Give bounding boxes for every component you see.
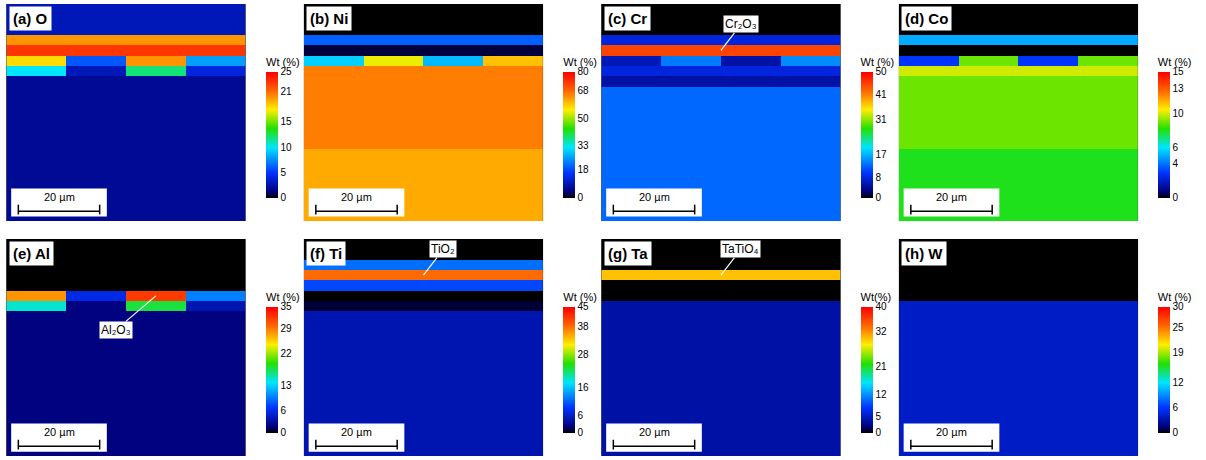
svg-text:0: 0 xyxy=(281,192,287,203)
svg-text:6: 6 xyxy=(281,405,287,416)
svg-text:50: 50 xyxy=(578,113,590,124)
svg-text:Wt (%): Wt (%) xyxy=(1158,291,1192,303)
svg-text:20 µm: 20 µm xyxy=(44,191,75,203)
svg-text:20 µm: 20 µm xyxy=(936,426,967,438)
svg-text:5: 5 xyxy=(876,411,882,422)
svg-text:80: 80 xyxy=(578,66,590,77)
svg-text:TaTiO₄: TaTiO₄ xyxy=(722,242,759,256)
svg-text:20 µm: 20 µm xyxy=(639,191,670,203)
svg-text:Wt (%): Wt (%) xyxy=(266,56,300,68)
svg-text:50: 50 xyxy=(876,66,888,77)
svg-text:12: 12 xyxy=(1173,377,1185,388)
svg-text:6: 6 xyxy=(1173,402,1179,413)
svg-text:Wt (%): Wt (%) xyxy=(563,291,597,303)
svg-text:Wt (%): Wt (%) xyxy=(266,291,300,303)
svg-text:0: 0 xyxy=(876,192,882,203)
svg-text:29: 29 xyxy=(281,323,293,334)
svg-text:15: 15 xyxy=(281,116,293,127)
svg-text:0: 0 xyxy=(1173,192,1179,203)
svg-text:25: 25 xyxy=(1173,322,1185,333)
svg-text:20 µm: 20 µm xyxy=(936,191,967,203)
svg-text:0: 0 xyxy=(1173,427,1179,438)
svg-text:6: 6 xyxy=(1173,142,1179,153)
svg-text:0: 0 xyxy=(876,427,882,438)
svg-text:31: 31 xyxy=(876,114,888,125)
svg-text:22: 22 xyxy=(281,348,293,359)
svg-text:20 µm: 20 µm xyxy=(639,426,670,438)
svg-text:12: 12 xyxy=(876,389,888,400)
svg-text:20 µm: 20 µm xyxy=(341,191,372,203)
svg-text:(c) Cr: (c) Cr xyxy=(608,10,647,27)
svg-text:15: 15 xyxy=(1173,66,1185,77)
svg-text:45: 45 xyxy=(578,301,590,312)
svg-text:16: 16 xyxy=(578,382,590,393)
svg-text:(e) Al: (e) Al xyxy=(13,245,50,262)
svg-text:0: 0 xyxy=(578,427,584,438)
svg-text:21: 21 xyxy=(876,361,888,372)
svg-text:30: 30 xyxy=(1173,301,1185,312)
svg-text:(f) Ti: (f) Ti xyxy=(310,245,342,262)
svg-text:13: 13 xyxy=(1173,83,1185,94)
svg-text:(d) Co: (d) Co xyxy=(905,10,948,27)
svg-text:(a) O: (a) O xyxy=(13,10,48,27)
svg-text:35: 35 xyxy=(281,301,293,312)
svg-text:25: 25 xyxy=(281,66,293,77)
svg-text:18: 18 xyxy=(578,164,590,175)
svg-text:Wt (%): Wt (%) xyxy=(563,56,597,68)
svg-text:13: 13 xyxy=(281,380,293,391)
svg-text:38: 38 xyxy=(578,321,590,332)
svg-text:68: 68 xyxy=(578,85,590,96)
svg-text:4: 4 xyxy=(1173,158,1179,169)
svg-text:(b) Ni: (b) Ni xyxy=(310,10,348,27)
svg-text:TiO₂: TiO₂ xyxy=(431,242,455,256)
svg-text:Wt(%): Wt(%) xyxy=(861,291,892,303)
svg-text:Wt (%): Wt (%) xyxy=(1158,56,1192,68)
svg-text:Cr₂O₃: Cr₂O₃ xyxy=(725,17,757,31)
svg-text:(h) W: (h) W xyxy=(905,245,943,262)
svg-text:40: 40 xyxy=(876,301,888,312)
svg-text:Al₂O₃: Al₂O₃ xyxy=(101,323,131,337)
svg-text:28: 28 xyxy=(578,349,590,360)
svg-text:32: 32 xyxy=(876,326,888,337)
svg-text:41: 41 xyxy=(876,89,888,100)
svg-text:Wt (%): Wt (%) xyxy=(861,56,895,68)
svg-text:19: 19 xyxy=(1173,347,1185,358)
svg-text:10: 10 xyxy=(281,142,293,153)
svg-text:6: 6 xyxy=(578,410,584,421)
svg-text:20 µm: 20 µm xyxy=(44,426,75,438)
svg-text:20 µm: 20 µm xyxy=(341,426,372,438)
svg-text:10: 10 xyxy=(1173,108,1185,119)
svg-text:(g) Ta: (g) Ta xyxy=(608,245,648,262)
svg-text:0: 0 xyxy=(578,192,584,203)
svg-text:17: 17 xyxy=(876,149,888,160)
svg-text:21: 21 xyxy=(281,86,293,97)
svg-text:33: 33 xyxy=(578,140,590,151)
svg-text:0: 0 xyxy=(281,427,287,438)
svg-text:8: 8 xyxy=(876,172,882,183)
svg-text:5: 5 xyxy=(281,167,287,178)
